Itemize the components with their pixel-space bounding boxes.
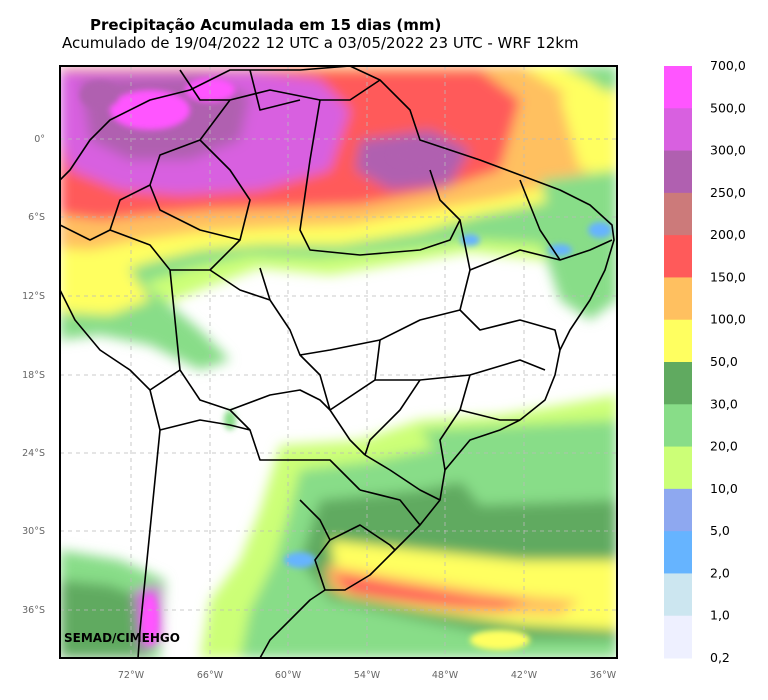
longitude-ticks: 72°W 66°W 60°W 54°W 48°W 42°W 36°W bbox=[118, 670, 617, 681]
political-borders bbox=[60, 66, 615, 658]
lat-tick: 24°S bbox=[22, 448, 45, 459]
lat-tick: 6°S bbox=[28, 212, 45, 223]
colorbar-label: 150,0 bbox=[710, 269, 746, 284]
south-border-1 bbox=[299, 499, 331, 541]
colorbar-swatch bbox=[664, 362, 692, 405]
colorbar-label: 700,0 bbox=[710, 58, 746, 73]
guyana-border bbox=[249, 69, 301, 111]
colorbar-swatch bbox=[664, 108, 692, 152]
lat-tick: 30°S bbox=[22, 526, 45, 537]
colorbar-label: 200,0 bbox=[710, 227, 746, 242]
venezuela-border bbox=[179, 69, 230, 101]
colorbar-swatch bbox=[664, 446, 692, 490]
state-border-8 bbox=[364, 379, 421, 456]
argentina-border bbox=[149, 369, 251, 431]
colorbar-label: 30,0 bbox=[710, 396, 738, 411]
brazil-west-border bbox=[109, 229, 366, 456]
west-yellow bbox=[60, 260, 150, 315]
bolivia-border bbox=[169, 269, 361, 491]
colorbar-label: 10,0 bbox=[710, 481, 738, 496]
east-coast-yellow bbox=[560, 90, 617, 170]
map-area bbox=[60, 66, 617, 658]
colorbar: 700,0 500,0 300,0 250,0 200,0 150,0 100,0 50,0 3… bbox=[664, 58, 746, 665]
state-border-9 bbox=[459, 374, 520, 421]
lon-tick: 48°W bbox=[432, 670, 459, 681]
colorbar-swatch bbox=[664, 235, 692, 278]
map-title: Precipitação Acumulada em 15 dias (mm) bbox=[90, 16, 442, 34]
state-border-14 bbox=[149, 184, 241, 241]
credit-label: SEMAD/CIMEHGO bbox=[64, 631, 180, 645]
lon-tick: 54°W bbox=[354, 670, 381, 681]
south-band-red bbox=[330, 572, 530, 610]
lon-tick: 66°W bbox=[197, 670, 224, 681]
map-subtitle: Acumulado de 19/04/2022 12 UTC a 03/05/2… bbox=[62, 34, 579, 52]
graticule bbox=[60, 66, 617, 658]
uruguay-border bbox=[314, 524, 396, 591]
lat-tick: 36°S bbox=[22, 605, 45, 616]
state-border-5 bbox=[459, 309, 561, 351]
lat-tick: 12°S bbox=[22, 291, 45, 302]
colorbar-label: 1,0 bbox=[710, 608, 730, 623]
map-frame bbox=[59, 65, 618, 659]
colorbar-label: 5,0 bbox=[710, 523, 730, 538]
colorbar-swatch bbox=[664, 615, 692, 659]
colorbar-swatch bbox=[664, 404, 692, 448]
colorbar-label: 2,0 bbox=[710, 565, 730, 580]
colorbar-swatch bbox=[664, 277, 692, 321]
colorbar-swatch bbox=[664, 66, 692, 109]
precipitation-detail bbox=[80, 78, 612, 650]
lat-tick: 0° bbox=[34, 134, 45, 145]
state-border-11 bbox=[364, 454, 441, 501]
colorbar-swatch bbox=[664, 531, 692, 574]
latitude-ticks: 0° 6°S 12°S 18°S 24°S 30°S 36°S bbox=[22, 134, 45, 616]
state-border-4 bbox=[519, 179, 561, 261]
state-border-13 bbox=[199, 139, 251, 271]
colorbar-swatch bbox=[664, 573, 692, 617]
colorbar-swatch bbox=[664, 488, 692, 532]
colorbar-swatch bbox=[664, 319, 692, 363]
colorbar-label: 500,0 bbox=[710, 100, 746, 115]
state-border-10 bbox=[439, 409, 461, 471]
lon-tick: 60°W bbox=[275, 670, 302, 681]
paraguay-border bbox=[229, 389, 331, 411]
lon-tick: 72°W bbox=[118, 670, 145, 681]
colorbar-label: 100,0 bbox=[710, 312, 746, 327]
state-border-12 bbox=[359, 489, 421, 526]
lon-tick: 42°W bbox=[511, 670, 538, 681]
colorbar-label: 250,0 bbox=[710, 185, 746, 200]
brazil-north-border bbox=[109, 79, 381, 231]
colorbar-label: 300,0 bbox=[710, 143, 746, 158]
southwest-darkgreen bbox=[60, 580, 150, 658]
peru-border bbox=[60, 224, 111, 241]
colorbar-swatch bbox=[664, 192, 692, 236]
colorbar-swatch bbox=[664, 150, 692, 194]
state-border-1 bbox=[299, 99, 461, 256]
colorbar-label: 50,0 bbox=[710, 354, 738, 369]
coastline bbox=[60, 66, 615, 658]
lon-tick: 36°W bbox=[590, 670, 617, 681]
colorbar-label: 20,0 bbox=[710, 439, 738, 454]
lat-tick: 18°S bbox=[22, 370, 45, 381]
state-border-15 bbox=[259, 267, 271, 301]
colorbar-label: 0,2 bbox=[710, 650, 730, 665]
